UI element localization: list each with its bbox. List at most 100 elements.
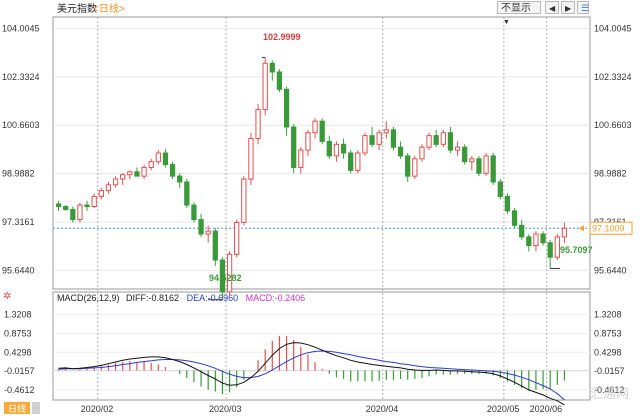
candle-down xyxy=(340,143,347,154)
candle-down xyxy=(526,236,532,247)
macd-settings-icon[interactable]: ✲ xyxy=(3,291,11,302)
price-tick-right: 98.9882 xyxy=(594,169,627,179)
candle-down xyxy=(504,195,511,212)
candle-down xyxy=(219,259,226,293)
candle-up xyxy=(383,129,389,134)
candle-up xyxy=(305,132,311,151)
candle-down xyxy=(490,155,496,183)
candle-down xyxy=(198,219,204,235)
candle-up xyxy=(226,253,233,293)
price-tick-right: 95.6440 xyxy=(594,265,627,275)
candle-down xyxy=(476,158,482,174)
candle-down xyxy=(511,210,518,226)
candle-down xyxy=(497,181,503,197)
macd-panel-frame xyxy=(52,291,591,401)
candle-down xyxy=(540,233,546,244)
timeframe-tab[interactable] xyxy=(4,402,30,414)
month-label: 2020/03 xyxy=(209,404,242,414)
macd-legend-dea: DEA:-0.6960 xyxy=(187,293,239,303)
macd-tick-right: -0.4612 xyxy=(594,385,625,395)
high-annotation: 102.9999 xyxy=(263,32,301,42)
candle-up xyxy=(312,120,318,134)
current-price-box xyxy=(589,221,633,235)
nav-prev-button[interactable]: ◀ xyxy=(545,1,559,14)
candle-down xyxy=(348,152,354,171)
candle-down xyxy=(269,62,275,73)
candle-down xyxy=(191,204,197,221)
macd-tick-left: -0.0157 xyxy=(4,366,35,376)
candle-up xyxy=(155,152,161,163)
price-tick-left: 98.9882 xyxy=(2,169,35,179)
low-annotation-mar: 94.6282 xyxy=(209,273,242,283)
macd-legend-macd: MACD:-0.2406 xyxy=(246,293,306,303)
candle-up xyxy=(426,135,432,148)
candle-down xyxy=(276,71,283,90)
candle-down xyxy=(447,132,454,151)
candle-up xyxy=(355,152,361,171)
symbol-title: 美元指数 xyxy=(57,2,97,15)
candle-up xyxy=(255,109,261,140)
candle-down xyxy=(390,129,397,148)
macd-tick-right: 1.3208 xyxy=(594,310,622,320)
month-label: 2020/02 xyxy=(81,404,114,414)
candle-down xyxy=(84,204,90,208)
macd-tick-right: 0.4298 xyxy=(594,347,622,357)
price-tick-left: 95.6440 xyxy=(2,265,35,275)
macd-tick-left: 0.8753 xyxy=(4,328,32,338)
chevron-down-icon: ▼ xyxy=(503,19,510,26)
price-tick-right: 102.3324 xyxy=(594,72,632,82)
candle-up xyxy=(440,132,446,145)
display-toggle[interactable]: 不显示 ▼ xyxy=(497,1,541,26)
candle-down xyxy=(519,224,525,238)
candle-up xyxy=(333,143,340,157)
macd-tick-left: -0.4612 xyxy=(4,385,35,395)
candle-down xyxy=(162,152,169,166)
candle-down xyxy=(70,208,76,221)
candle-down xyxy=(177,175,183,183)
period-label[interactable]: <日线> xyxy=(93,2,125,15)
price-tick-left: 97.3161 xyxy=(2,217,35,227)
candle-down xyxy=(212,230,218,261)
candle-down xyxy=(405,155,411,177)
candle-down xyxy=(55,203,62,208)
candle-up xyxy=(554,236,560,258)
candle-down xyxy=(184,181,190,206)
price-tick-left: 102.3324 xyxy=(2,72,40,82)
candle-up xyxy=(262,62,268,111)
display-toggle-label: 不显示 xyxy=(501,3,531,14)
candle-up xyxy=(533,233,539,247)
candle-up xyxy=(412,158,418,177)
candle-up xyxy=(241,178,247,223)
candle-down xyxy=(397,146,404,157)
macd-tick-right: -0.0157 xyxy=(594,366,625,376)
candle-down xyxy=(326,140,332,157)
candle-up xyxy=(112,178,119,186)
macd-legend: MACD(26,12,9) DIFF:-0.8162 DEA:-0.6960 M… xyxy=(57,293,305,303)
macd-tick-left: 0.4298 xyxy=(4,347,32,357)
nav-next-button[interactable]: ▶ xyxy=(561,1,575,14)
candle-down xyxy=(369,135,375,145)
candle-up xyxy=(234,221,240,255)
candle-down xyxy=(433,135,439,145)
price-tick-left: 104.0045 xyxy=(2,23,40,33)
timeframe-label: 日线 xyxy=(8,403,26,414)
candle-up xyxy=(454,146,461,151)
month-label: 2020/06 xyxy=(530,404,563,414)
macd-tick-right: 0.8753 xyxy=(594,328,622,338)
settings-icon[interactable]: ☰ xyxy=(577,1,589,14)
candle-up xyxy=(120,174,126,180)
timeframe-scroll[interactable] xyxy=(32,402,40,414)
diff-line xyxy=(58,342,565,406)
candle-down xyxy=(319,120,325,142)
candle-down xyxy=(462,146,468,163)
candle-up xyxy=(483,155,489,174)
watermark-text: 汇通网 xyxy=(590,386,629,401)
candle-down xyxy=(134,171,140,177)
macd-legend-name: MACD(26,12,9) xyxy=(57,293,120,303)
candle-up xyxy=(362,135,368,154)
price-panel-frame xyxy=(52,16,591,290)
candle-down xyxy=(547,242,553,258)
macd-tick-left: 1.3208 xyxy=(4,310,32,320)
